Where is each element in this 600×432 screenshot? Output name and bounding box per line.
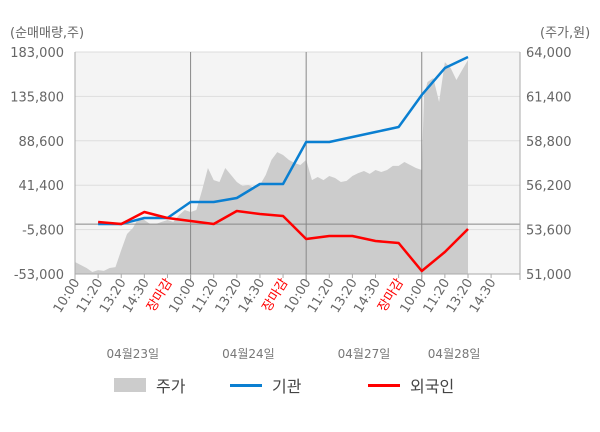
left-axis-ticks: 183,000 135,800 88,600 41,400 -5,800 -53,000 <box>10 46 64 283</box>
foreign-line <box>98 209 469 273</box>
legend-swatch-price <box>114 378 146 392</box>
date-label: 04월28일 <box>428 347 481 361</box>
right-tick-label: 64,000 <box>526 46 572 61</box>
date-label: 04월24일 <box>222 347 275 361</box>
right-tick-label: 53,600 <box>526 224 572 239</box>
legend: 주가 기관 외국인 <box>114 377 454 396</box>
legend-swatch-institution <box>230 384 262 387</box>
right-axis-title: (주가,원) <box>540 26 590 41</box>
price-area <box>75 60 468 274</box>
left-tick-label: 183,000 <box>10 46 64 61</box>
left-tick-label: 135,800 <box>10 90 64 105</box>
left-tick-label: 41,400 <box>19 179 65 194</box>
x-axis-ticks: 10:0011:2013:2014:30장마감10:0011:2013:2014… <box>51 274 499 316</box>
right-tick-label: 51,000 <box>526 268 572 283</box>
date-label: 04월27일 <box>338 347 391 361</box>
date-labels: 04월23일 04월24일 04월27일 04월28일 <box>106 347 480 361</box>
left-tick-label: -53,000 <box>14 268 64 283</box>
right-tick-label: 61,400 <box>526 90 572 105</box>
series-lines <box>98 55 469 273</box>
right-tick-label: 56,200 <box>526 179 572 194</box>
left-tick-label: 88,600 <box>19 135 65 150</box>
day-separators <box>74 52 521 280</box>
legend-label: 외국인 <box>410 377 454 396</box>
right-axis-ticks: 64,000 61,400 58,800 56,200 53,600 51,000 <box>526 46 572 283</box>
left-axis-title: (순매매량,주) <box>10 26 84 41</box>
date-label: 04월23일 <box>106 347 159 361</box>
left-tick-label: -5,800 <box>22 224 64 239</box>
legend-swatch-foreign <box>368 384 400 387</box>
institution-line <box>98 55 469 226</box>
legend-label: 주가 <box>156 377 186 396</box>
price-area-path <box>75 60 468 274</box>
legend-label: 기관 <box>272 377 302 396</box>
right-tick-label: 58,800 <box>526 135 572 150</box>
